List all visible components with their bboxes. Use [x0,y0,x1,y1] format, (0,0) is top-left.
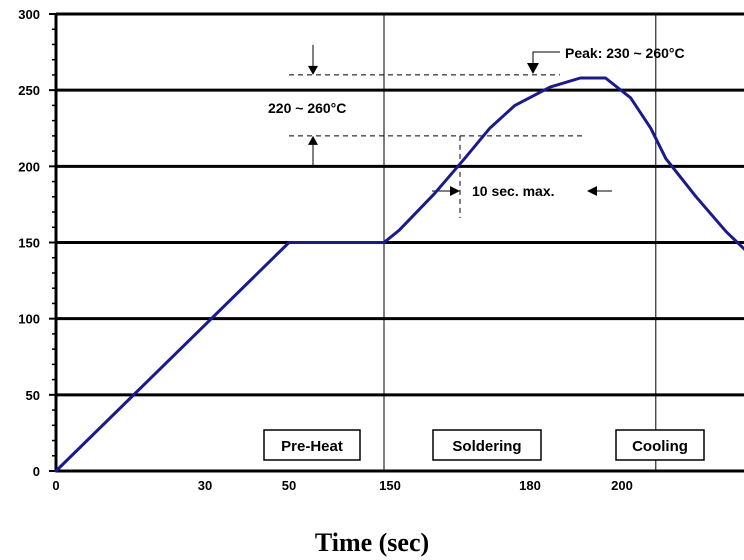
peak-annotation: Peak: 230 ~ 260°C [565,45,685,61]
range-annotation: 220 ~ 260°C [268,100,346,116]
y-tick-label: 300 [18,7,40,22]
phase-box [432,429,542,461]
y-tick-label: 50 [26,388,40,403]
x-tick-label: 180 [519,478,541,493]
duration-annotation: 10 sec. max. [472,183,555,199]
phase-label: Pre-Heat [281,438,343,455]
x-tick-label: 150 [379,478,401,493]
y-tick-label: 100 [18,312,40,327]
peak-arrow-shaft [532,51,560,66]
phase-label: Cooling [632,438,688,455]
peak-arrow-head [527,63,539,74]
y-tick-label: 0 [33,464,40,479]
phase-label: Soldering [452,438,521,455]
temperature-profile-line [54,76,744,473]
y-tick-label: 150 [18,236,40,251]
x-tick-label: 200 [611,478,633,493]
phase-box [263,429,361,461]
x-axis-title: Time (sec) [315,528,429,557]
range-top-arrow-head [308,65,318,75]
window-right-arrow-head [587,186,597,196]
x-tick-label: 50 [282,478,296,493]
y-tick-label: 200 [18,159,40,174]
x-tick-label: 30 [198,478,212,493]
range-bottom-arrow-head [308,135,318,145]
y-tick-label: 250 [18,83,40,98]
window-left-arrow-head [450,186,460,196]
x-tick-label: 0 [52,478,59,493]
phase-box [615,429,705,461]
